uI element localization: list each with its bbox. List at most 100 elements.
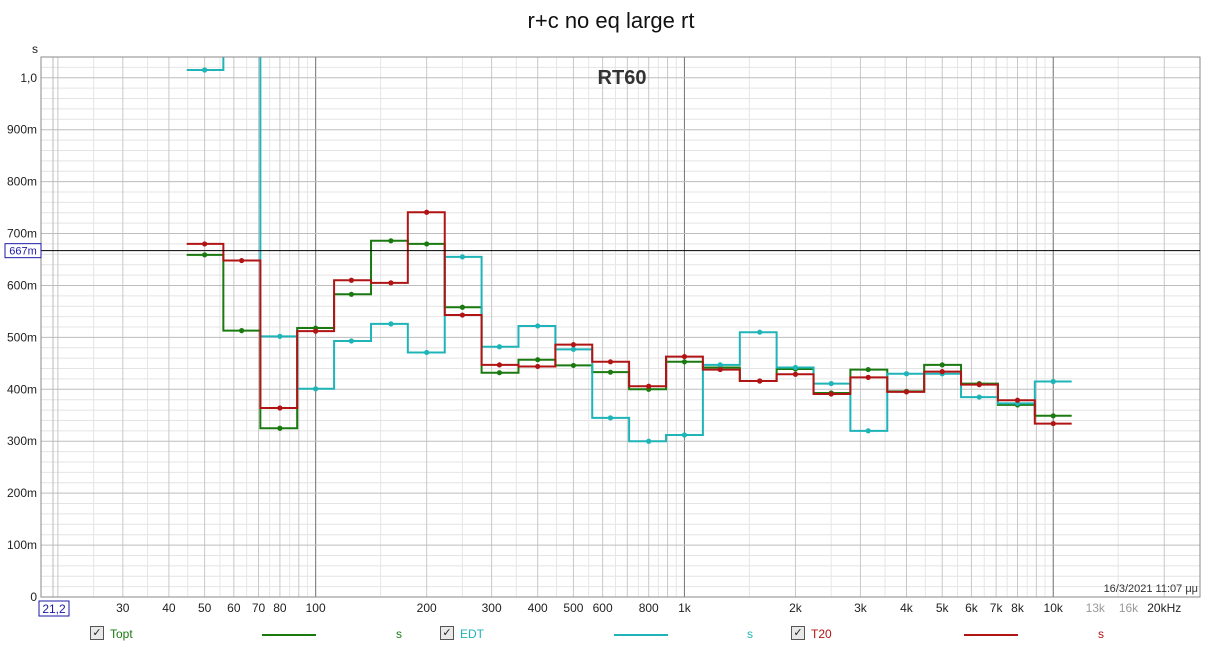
data-point-t20 [459, 312, 466, 318]
data-point-edt [646, 438, 652, 444]
x-tick-label: 60 [227, 601, 241, 615]
y-tick-label: 100m [7, 538, 37, 552]
data-point-topt [939, 362, 945, 368]
x-tick-label: 500 [563, 601, 583, 615]
data-point-edt [388, 321, 394, 327]
cursor-y-box [4, 243, 42, 259]
data-point-edt [681, 432, 688, 438]
data-point-t20 [496, 362, 503, 368]
data-point-edt [535, 323, 541, 329]
data-point-t20 [939, 369, 945, 375]
data-point-topt [348, 291, 354, 297]
legend-unit-t20: s [1098, 627, 1104, 641]
data-point-t20 [828, 391, 834, 397]
data-point-t20 [424, 209, 430, 215]
x-tick-label: 13k [1086, 601, 1106, 615]
axis-labels: 0 100m 200m 300m 400m 500m 600m 700m 800m 900m 1,0… [4, 71, 1181, 617]
data-point-t20 [717, 366, 723, 373]
y-tick-label: 700m [7, 227, 37, 241]
checkbox-topt[interactable]: ✓ [90, 626, 104, 640]
y-tick-label: 400m [7, 382, 37, 396]
y-tick-label: 0 [30, 590, 37, 604]
data-point-topt [1050, 413, 1056, 419]
x-tick-label: 10k [1044, 601, 1064, 615]
legend-label-edt: EDT [460, 627, 484, 641]
x-tick-label: 600 [593, 601, 613, 615]
data-point-t20 [202, 241, 208, 247]
data-point-edt [277, 333, 283, 339]
x-tick-label: 3k [854, 601, 868, 615]
data-point-edt [865, 428, 871, 434]
data-point-t20 [1014, 397, 1021, 403]
series-layer [186, 57, 1072, 444]
x-tick-label: 300 [482, 601, 502, 615]
legend-swatch-t20 [964, 634, 1018, 636]
data-point-edt [757, 329, 763, 335]
data-point-t20 [792, 371, 799, 377]
data-point-topt [202, 252, 208, 258]
data-point-t20 [570, 342, 577, 348]
data-point-edt [348, 338, 354, 344]
data-point-t20 [313, 328, 319, 334]
x-tick-label: 80 [273, 601, 287, 615]
legend-label-t20: T20 [811, 627, 832, 641]
data-point-t20 [535, 363, 541, 370]
x-tick-label: 200 [417, 601, 437, 615]
data-point-t20 [607, 359, 614, 365]
checkbox-t20[interactable]: ✓ [791, 626, 805, 640]
data-point-topt [865, 366, 871, 373]
x-tick-label: 70 [252, 601, 266, 615]
data-point-t20 [239, 257, 245, 264]
y-tick-label: 300m [7, 434, 37, 448]
data-point-edt [424, 349, 430, 356]
checkbox-edt[interactable]: ✓ [440, 626, 454, 640]
data-point-t20 [388, 280, 394, 286]
y-tick-label: 900m [7, 123, 37, 137]
x-tick-label: 5k [936, 601, 950, 615]
data-point-edt [570, 346, 577, 352]
y-unit-label: s [32, 42, 38, 56]
x-tick-label: 1k [678, 601, 692, 615]
data-point-t20 [976, 382, 982, 388]
data-point-edt [607, 415, 614, 421]
x-tick-label: 2k [789, 601, 803, 615]
x-tick-label: 100 [306, 601, 326, 615]
cursor-y-value: 667m [9, 246, 37, 258]
data-point-topt [570, 362, 577, 369]
y-tick-label: 1,0 [20, 71, 37, 85]
data-point-topt [681, 359, 688, 365]
data-point-edt [202, 67, 208, 73]
x-tick-label: 50 [198, 601, 212, 615]
timestamp: 16/3/2021 11:07 μμ [1104, 583, 1198, 595]
data-point-edt [828, 380, 834, 387]
data-point-edt [1050, 378, 1056, 385]
chart-title: r+c no eq large rt [527, 8, 695, 33]
legend-swatch-edt [614, 634, 668, 636]
legend-swatch-topt [262, 634, 316, 636]
grid-lines [41, 57, 1200, 597]
data-point-t20 [1050, 420, 1056, 427]
legend-unit-edt: s [747, 627, 753, 641]
x-tick-label: 7k [990, 601, 1004, 615]
x-tick-label: 800 [639, 601, 659, 615]
y-tick-label: 800m [7, 175, 37, 189]
series-edt [186, 57, 1072, 444]
data-point-t20 [903, 389, 910, 395]
x-tick-label: 40 [162, 601, 176, 615]
data-point-topt [535, 357, 541, 363]
data-point-t20 [277, 405, 283, 411]
legend-unit-topt: s [396, 627, 402, 641]
data-point-topt [388, 238, 394, 244]
x-tick-label: 20kHz [1147, 601, 1181, 615]
y-tick-label: 200m [7, 486, 37, 500]
series-topt [186, 238, 1072, 431]
x-tick-label: 30 [116, 601, 130, 615]
data-point-topt [496, 370, 503, 376]
cursor-x-value: 21,2 [42, 602, 66, 616]
x-tick-label: 16k [1119, 601, 1139, 615]
data-point-topt [424, 241, 430, 247]
rt60-annotation: RT60 [598, 67, 647, 89]
data-point-edt [459, 254, 466, 260]
y-tick-label: 500m [7, 330, 37, 344]
